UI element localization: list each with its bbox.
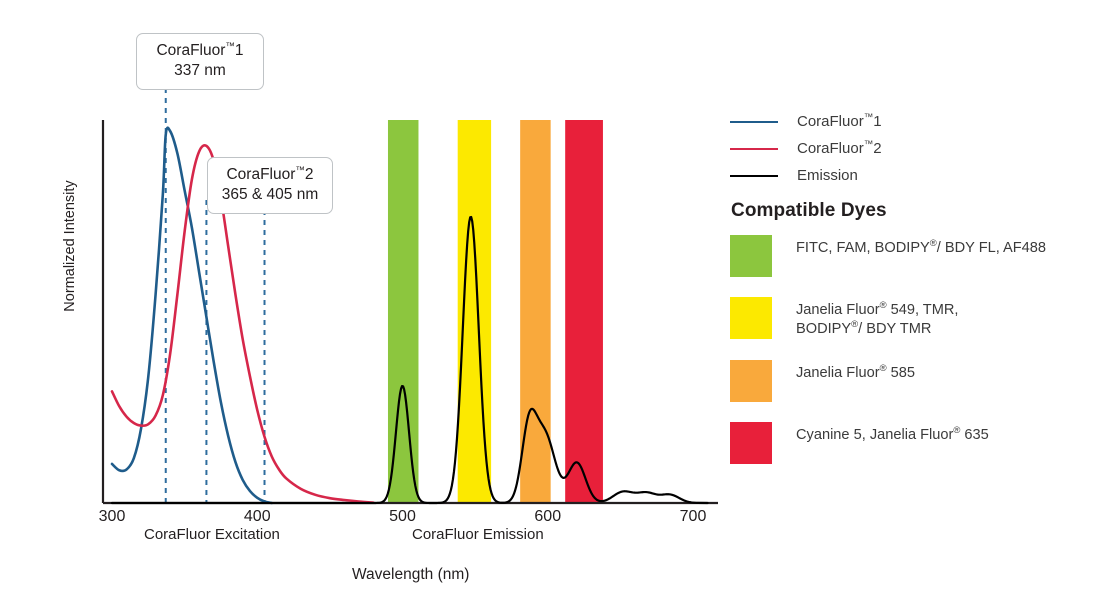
registered-icon: ® <box>851 319 859 331</box>
legend-label: CoraFluor™1 <box>797 113 882 130</box>
callout-corafluor2: CoraFluor™2 365 & 405 nm <box>207 157 333 214</box>
registered-icon: ® <box>879 300 887 312</box>
dye-text: Janelia Fluor <box>796 302 880 318</box>
callout-corafluor2-line2: 365 & 405 nm <box>221 185 319 203</box>
spectra-chart <box>101 88 718 505</box>
legend-line-swatch <box>730 147 778 150</box>
legend-label-index: 2 <box>873 140 882 157</box>
legend-row-0: CoraFluor™1 <box>730 108 1060 135</box>
dye-label-line: Cyanine 5, Janelia Fluor® 635 <box>796 426 989 445</box>
series-legend: CoraFluor™1 CoraFluor™2 Emission <box>730 108 1060 189</box>
red-band <box>565 120 603 503</box>
excitation-region-label: CoraFluor Excitation <box>144 526 280 543</box>
callout-corafluor2-line1: CoraFluor™2 <box>220 165 320 185</box>
x-tick-700: 700 <box>679 508 707 525</box>
trademark-icon: ™ <box>295 164 305 176</box>
callout-corafluor1-line1: CoraFluor™1 <box>149 41 251 61</box>
dye-text: Cyanine 5, Janelia Fluor <box>796 426 954 443</box>
x-tick-500: 500 <box>389 508 416 525</box>
trademark-icon: ™ <box>225 40 235 52</box>
callout2-index: 2 <box>304 166 314 183</box>
dye-row-3: Cyanine 5, Janelia Fluor® 635 <box>730 421 1106 464</box>
trademark-icon: ™ <box>863 139 874 150</box>
side-panel: CoraFluor™1 CoraFluor™2 Emission Compatibl… <box>728 0 1110 612</box>
registered-icon: ® <box>879 362 887 374</box>
compatible-dyes-title: Compatible Dyes <box>731 200 887 221</box>
dye-row-0: FITC, FAM, BODIPY®/ BDY FL, AF488 <box>730 235 1106 277</box>
legend-label: CoraFluor™2 <box>797 140 882 157</box>
dye-text: 635 <box>960 426 989 443</box>
dye-text: / BDY TMR <box>858 321 932 338</box>
dye-label: FITC, FAM, BODIPY®/ BDY FL, AF488 <box>796 235 1046 258</box>
dye-label-line: FITC, FAM, BODIPY®/ BDY FL, AF488 <box>796 239 1046 258</box>
dye-label: Cyanine 5, Janelia Fluor® 635 <box>796 422 989 445</box>
registered-icon: ® <box>929 238 937 250</box>
trademark-icon: ™ <box>863 112 874 123</box>
callout1-name: CoraFluor <box>156 42 226 59</box>
green-band <box>387 120 419 503</box>
legend-line-swatch <box>730 174 778 177</box>
compatible-dyes-list: FITC, FAM, BODIPY®/ BDY FL, AF488 Janelia… <box>730 235 1106 484</box>
legend-label-index: 1 <box>873 113 882 130</box>
curve-corafluor1 <box>110 126 274 505</box>
x-tick-600: 600 <box>534 508 562 525</box>
emission-region-label: CoraFluor Emission <box>412 526 544 543</box>
dye-text: Janelia Fluor <box>796 364 880 381</box>
dye-color-swatch <box>730 297 772 339</box>
x-axis-title: Wavelength (nm) <box>352 566 470 583</box>
legend-line-swatch <box>730 120 778 123</box>
callout-corafluor1-line2: 337 nm <box>174 61 226 79</box>
dye-color-swatch <box>730 359 772 402</box>
legend-row-2: Emission <box>730 162 1060 189</box>
dye-row-1: Janelia Fluor® 549, TMR, BODIPY®/ BDY TMR <box>730 297 1106 340</box>
callout-corafluor1: CoraFluor™1 337 nm <box>136 33 264 90</box>
legend-row-1: CoraFluor™2 <box>730 135 1060 162</box>
dye-text: FITC, FAM, BODIPY <box>796 240 930 256</box>
dye-text: 585 <box>886 364 915 381</box>
legend-label-text: Emission <box>797 167 858 184</box>
callout1-index: 1 <box>234 42 244 59</box>
callout2-name: CoraFluor <box>226 166 296 183</box>
dye-text: BODIPY <box>796 321 852 338</box>
dye-color-swatch <box>730 421 772 464</box>
orange-band <box>520 120 551 503</box>
x-tick-300: 300 <box>98 508 126 525</box>
dye-label: Janelia Fluor® 585 <box>796 360 915 383</box>
legend-label-text: CoraFluor <box>797 140 864 157</box>
legend-label-text: CoraFluor <box>797 113 864 130</box>
x-tick-400: 400 <box>243 508 271 525</box>
curve-emission <box>110 215 709 505</box>
dye-label-line: BODIPY®/ BDY TMR <box>796 320 958 339</box>
dye-row-2: Janelia Fluor® 585 <box>730 359 1106 402</box>
dye-label-line: Janelia Fluor® 549, TMR, <box>796 301 958 320</box>
dye-text: 549, TMR, <box>886 302 959 318</box>
registered-icon: ® <box>953 424 961 436</box>
dye-text: / BDY FL, AF488 <box>936 240 1047 256</box>
dye-label: Janelia Fluor® 549, TMR, BODIPY®/ BDY TMR <box>796 297 958 340</box>
y-axis-title: Normalized Intensity <box>62 180 78 312</box>
legend-label: Emission <box>797 167 858 184</box>
dye-label-line: Janelia Fluor® 585 <box>796 364 915 383</box>
dye-color-swatch <box>730 235 772 277</box>
